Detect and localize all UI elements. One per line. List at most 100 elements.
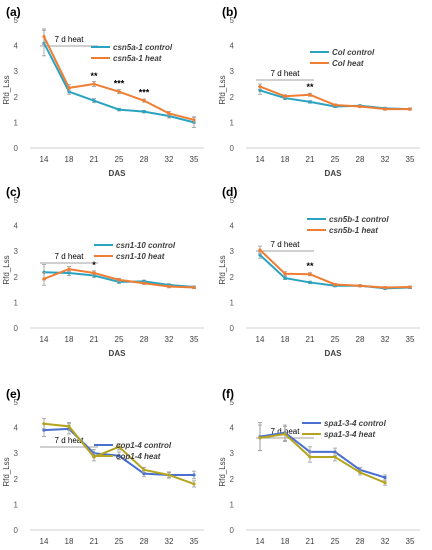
legend-entry: csn5a-1 heat [113,54,162,63]
legend-entry: spa1-3-4 heat [324,430,375,439]
x-tick-label: 14 [40,335,49,344]
panel-label: (a) [6,5,21,19]
panel-label: (d) [222,185,237,199]
x-tick-label: 25 [331,537,340,546]
heat-period-label: 7 d heat [55,35,85,44]
x-tick-label: 32 [165,335,174,344]
x-tick-label: 32 [381,335,390,344]
data-point [142,281,146,285]
data-point [408,285,412,289]
x-tick-label: 28 [356,537,365,546]
legend-entry: cop1-4 heat [116,452,161,461]
x-tick-label: 18 [281,155,290,164]
series-line-0 [259,431,386,479]
y-tick-label: 2 [14,273,19,282]
y-tick-label: 5 [230,16,235,25]
data-point [42,428,46,432]
data-point [258,253,262,257]
data-point [358,470,362,474]
data-point [42,277,46,281]
data-point [333,282,337,287]
x-axis-label: DAS [325,349,343,358]
data-point [192,118,196,122]
x-tick-label: 18 [65,155,74,164]
y-tick-label: 3 [230,247,235,256]
x-tick-label: 25 [331,335,340,344]
x-tick-label: 28 [140,537,149,546]
x-tick-label: 28 [356,155,365,164]
y-tick-label: 4 [14,42,19,51]
y-tick-label: 0 [14,144,19,153]
data-point [117,454,121,458]
data-point [167,284,171,289]
panel-c: (c) 0 1 2 3 4 5 Rfd_Lss 14 18 21 25 28 32 35 DAS 7 d hea… [2,185,204,358]
legend-entry: csn5b-1 heat [329,226,378,235]
x-tick-label: 32 [381,155,390,164]
significance-marker: ** [306,82,314,92]
data-point [117,445,121,449]
x-tick-label: 35 [190,155,199,164]
data-point [308,272,312,276]
data-point [67,424,71,428]
data-point [142,99,146,103]
panel-label: (f) [222,387,234,401]
data-point [92,271,96,275]
y-axis-label: Rfd_Lss [218,457,227,486]
y-tick-label: 0 [14,324,19,333]
y-tick-label: 2 [230,93,235,102]
x-tick-label: 21 [90,335,99,344]
y-tick-label: 5 [230,398,235,407]
x-tick-label: 28 [356,335,365,344]
significance-marker: *** [139,88,150,98]
y-tick-label: 5 [14,16,19,25]
data-point [333,103,337,107]
y-tick-label: 5 [230,196,235,205]
y-tick-label: 4 [230,424,235,433]
x-tick-label: 35 [406,335,415,344]
y-tick-label: 2 [14,475,19,484]
y-tick-label: 5 [14,398,19,407]
x-tick-label: 21 [306,335,315,344]
data-point [333,455,337,459]
y-tick-label: 1 [230,500,235,509]
x-tick-label: 25 [331,155,340,164]
data-point [308,93,312,97]
y-tick-label: 2 [230,273,235,282]
x-tick-label: 14 [40,537,49,546]
y-tick-label: 4 [230,42,235,51]
y-tick-label: 1 [14,298,19,307]
data-point [92,99,96,103]
data-point [67,271,71,275]
x-axis-label: DAS [325,169,343,178]
panel-label: (c) [6,185,21,199]
data-point [383,475,387,480]
x-tick-label: 35 [190,537,199,546]
x-tick-label: 35 [406,537,415,546]
heat-period-label: 7 d heat [271,240,301,249]
data-point [142,110,146,114]
heat-period-label: 7 d heat [55,252,85,261]
y-tick-label: 4 [230,222,235,231]
x-tick-label: 14 [256,537,265,546]
y-tick-label: 1 [14,500,19,509]
legend-entry: csn1-10 heat [116,252,165,261]
x-tick-label: 28 [140,155,149,164]
data-point [358,104,362,109]
data-point [42,422,46,426]
legend-entry: Col heat [332,59,364,68]
y-tick-label: 5 [14,196,19,205]
legend-entry: csn5b-1 control [329,215,389,224]
data-point [258,248,262,252]
data-point [308,455,312,459]
data-point [283,272,287,276]
x-tick-label: 25 [115,335,124,344]
significance-marker: ** [306,261,314,271]
x-tick-label: 14 [256,335,265,344]
y-tick-label: 0 [230,526,235,535]
data-point [117,278,121,282]
data-point [258,436,262,440]
x-axis-label: DAS [109,349,127,358]
data-point [283,432,287,436]
